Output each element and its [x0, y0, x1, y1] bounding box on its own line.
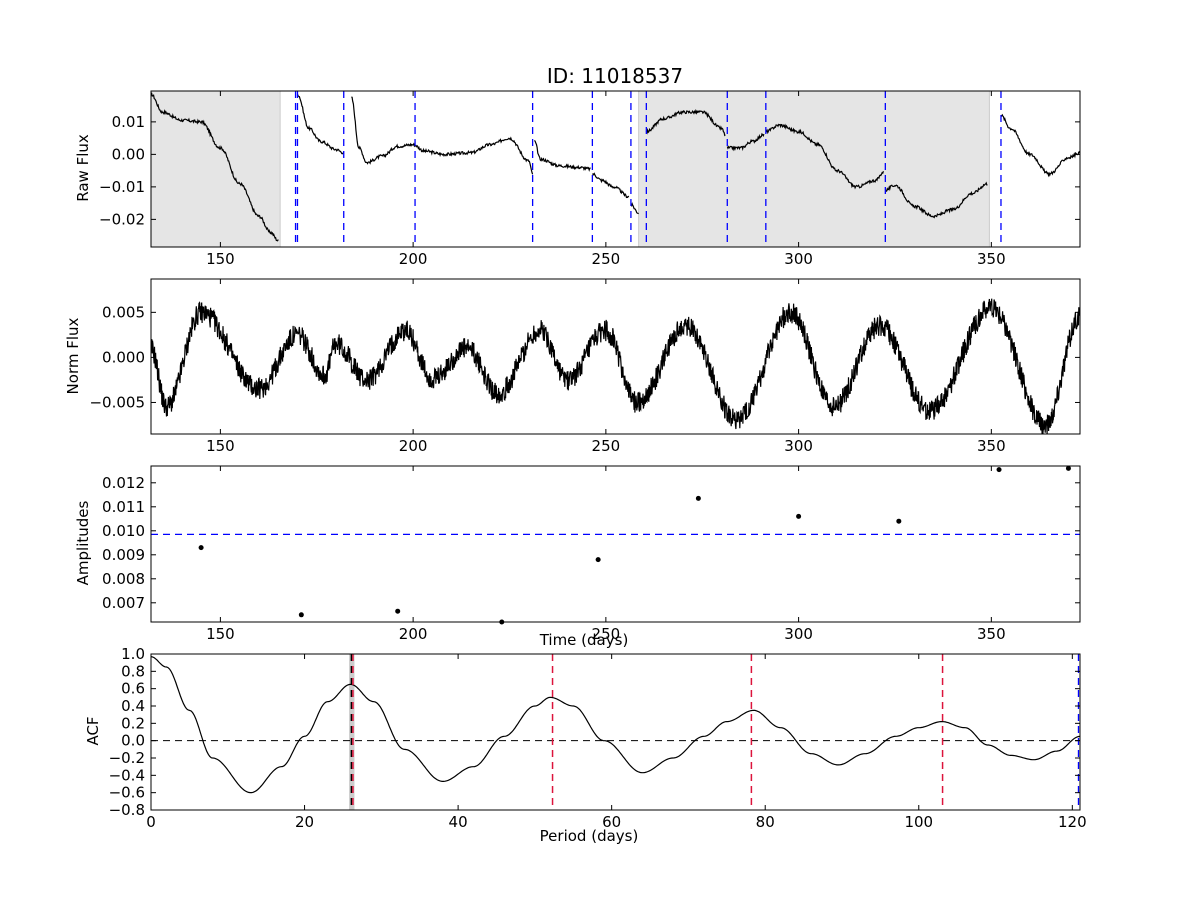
acf-ytick-label: −0.4: [109, 766, 145, 784]
acf-xtick-label: 80: [756, 813, 775, 831]
raw-flux-series: [726, 132, 765, 152]
raw-flux-series: [630, 202, 639, 215]
amplitudes-xtick-label: 150: [206, 625, 235, 643]
raw-flux-series: [1000, 113, 1080, 178]
amplitude-point: [298, 612, 304, 618]
acf-ytick-label: −0.8: [109, 801, 145, 819]
acf-panel: 0 20 40 60 80 100 1201.00.80.60.40.20.0−0.2−0.…: [109, 645, 1087, 831]
amplitude-point: [796, 513, 802, 519]
quarter-shade: [638, 91, 990, 247]
norm-flux-ytick-label: −0.005: [89, 393, 145, 411]
amplitude-point: [896, 518, 902, 524]
norm-flux-series: [151, 298, 1080, 434]
amplitudes-ytick-label: 0.010: [102, 522, 145, 540]
raw-flux-ylabel: Raw Flux: [74, 134, 92, 202]
raw-flux-series: [765, 123, 884, 190]
acf-ytick-label: −0.6: [109, 784, 145, 802]
raw-flux-ytick-label: 0.01: [112, 113, 145, 131]
acf-frame: [150, 653, 1081, 811]
amplitudes-xtick-label: 350: [977, 625, 1006, 643]
acf-xlabel: Period (days): [540, 827, 639, 845]
norm-flux-xtick-label: 300: [784, 437, 813, 455]
acf-xtick-label: 0: [146, 813, 156, 831]
amplitudes-ytick-label: 0.009: [102, 546, 145, 564]
raw-flux-series: [645, 108, 726, 137]
raw-flux-ytick-label: −0.02: [99, 210, 145, 228]
norm-flux-xtick-label: 200: [399, 437, 428, 455]
acf-xtick-label: 100: [904, 813, 933, 831]
raw-flux-panel: 150 200 250 300 350 0.01 0.00 −0.01 −0.02: [99, 90, 1081, 268]
acf-ytick-label: 0.6: [121, 680, 145, 698]
amplitude-point: [595, 557, 601, 563]
raw-flux-xtick-label: 250: [592, 250, 621, 268]
raw-flux-series: [296, 94, 345, 155]
acf-ytick-label: 0.8: [121, 662, 145, 680]
raw-flux-series: [351, 96, 534, 175]
amplitudes-xtick-label: 200: [399, 625, 428, 643]
raw-flux-frame: [150, 90, 1081, 248]
acf-xtick-label: 120: [1058, 813, 1087, 831]
amplitude-point: [198, 545, 204, 551]
amplitudes-ytick-label: 0.007: [102, 594, 145, 612]
norm-flux-panel: 150 200 250 300 350 0.005 0.000 −0.005: [89, 278, 1081, 455]
amplitudes-ylabel: Amplitudes: [74, 500, 92, 585]
amplitudes-xtick-label: 250: [592, 625, 621, 643]
acf-series: [151, 656, 1080, 794]
acf-xtick-label: 20: [295, 813, 314, 831]
raw-flux-ytick-label: 0.00: [112, 145, 145, 163]
amplitudes-panel: 150 200 250 300 350 0.007 0.008 0.009 0.010 0.011…: [102, 465, 1081, 643]
amplitude-point: [996, 467, 1002, 473]
raw-flux-ytick-label: −0.01: [99, 178, 145, 196]
norm-flux-ytick-label: 0.005: [102, 303, 145, 321]
acf-xtick-label: 40: [449, 813, 468, 831]
norm-flux-xtick-label: 250: [592, 437, 621, 455]
amplitudes-ytick-label: 0.008: [102, 570, 145, 588]
amplitude-point: [1065, 465, 1071, 471]
acf-ytick-label: 0.0: [121, 732, 145, 750]
acf-ytick-label: −0.2: [109, 749, 145, 767]
acf-ylabel: ACF: [84, 716, 102, 745]
raw-flux-series: [534, 140, 591, 172]
acf-ytick-label: 1.0: [121, 645, 145, 663]
acf-xtick-label: 60: [602, 813, 621, 831]
amplitude-point: [395, 608, 401, 614]
raw-flux-xtick-label: 350: [977, 250, 1006, 268]
norm-flux-xtick-label: 150: [206, 437, 235, 455]
raw-flux-xtick-label: 300: [784, 250, 813, 268]
norm-flux-ytick-label: 0.000: [102, 348, 145, 366]
amplitudes-ytick-label: 0.012: [102, 474, 145, 492]
raw-flux-series: [885, 181, 988, 219]
amplitudes-xlabel: Time (days): [539, 631, 629, 649]
raw-flux-xtick-label: 200: [399, 250, 428, 268]
acf-ytick-label: 0.2: [121, 714, 145, 732]
norm-flux-frame: [150, 278, 1081, 435]
raw-flux-series: [151, 92, 279, 242]
raw-flux-xtick-label: 150: [206, 250, 235, 268]
norm-flux-ylabel: Norm Flux: [64, 317, 82, 394]
figure-title: ID: 11018537: [547, 64, 683, 88]
norm-flux-xtick-label: 350: [977, 437, 1006, 455]
amplitudes-ytick-label: 0.011: [102, 498, 145, 516]
quarter-shade: [151, 91, 281, 247]
raw-flux-series: [591, 172, 630, 199]
amplitudes-xtick-label: 300: [784, 625, 813, 643]
amplitude-point: [695, 495, 701, 501]
acf-ytick-label: 0.4: [121, 697, 145, 715]
amplitudes-frame: [150, 465, 1081, 623]
